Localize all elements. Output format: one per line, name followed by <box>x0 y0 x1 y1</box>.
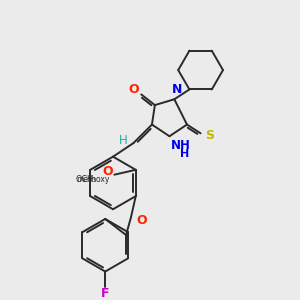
Text: OCH₃: OCH₃ <box>76 175 97 184</box>
Text: O: O <box>136 214 147 227</box>
Text: O: O <box>128 83 139 96</box>
Text: F: F <box>101 287 110 300</box>
Text: O: O <box>102 165 113 178</box>
Text: N: N <box>172 83 182 96</box>
Text: H: H <box>180 149 190 159</box>
Text: S: S <box>205 129 214 142</box>
Text: H: H <box>119 134 128 147</box>
Text: NH: NH <box>171 140 191 152</box>
Text: methoxy: methoxy <box>76 175 110 184</box>
